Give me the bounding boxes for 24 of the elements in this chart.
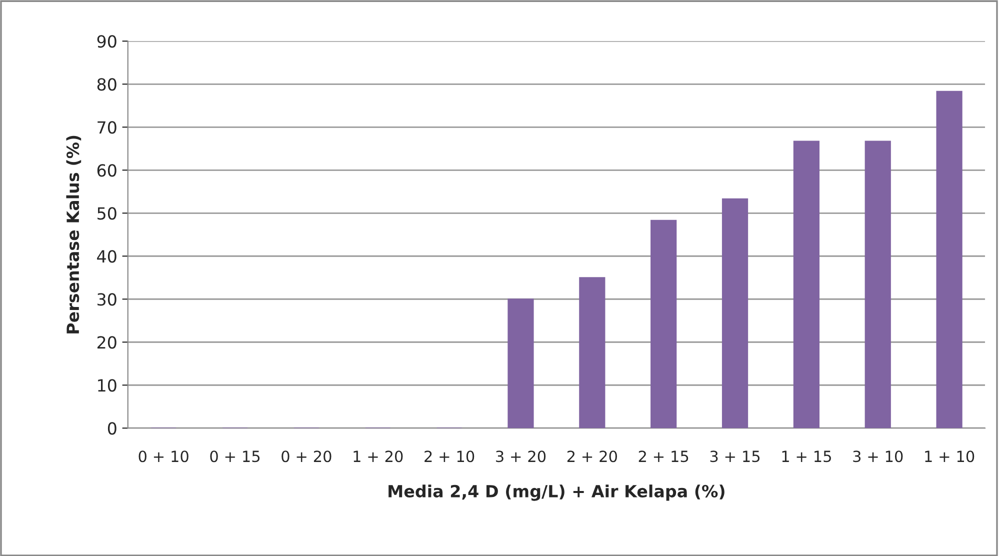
x-tick-label: 3 + 10 xyxy=(853,450,903,462)
x-tick-label: 3 + 15 xyxy=(710,450,760,462)
x-tick-label: 2 + 20 xyxy=(567,450,617,462)
y-tick-label: 90 xyxy=(97,35,116,48)
x-axis-title: Media 2,4 D (mg/L) + Air Kelapa (%) xyxy=(388,484,724,501)
x-tick-label: 1 + 15 xyxy=(782,450,831,462)
y-tick-label: 70 xyxy=(98,121,116,134)
y-tick-label: 40 xyxy=(97,250,116,263)
y-tick-label: 60 xyxy=(97,164,116,177)
y-tick-label: 20 xyxy=(97,336,116,349)
x-tick-label: 2 + 15 xyxy=(638,450,688,462)
y-tick-label: 10 xyxy=(98,379,116,392)
x-tick-label: 3 + 20 xyxy=(496,450,546,462)
y-axis-title: Persentase Kalus (%) xyxy=(66,136,82,334)
x-tick-label: 1 + 20 xyxy=(354,450,403,462)
x-tick-label: 1 + 10 xyxy=(925,450,974,462)
y-tick-label: 30 xyxy=(98,293,116,306)
y-tick-label: 0 xyxy=(108,422,116,435)
x-tick-label: 0 + 15 xyxy=(210,450,260,462)
x-tick-label: 2 + 10 xyxy=(424,450,474,462)
y-tick-label: 80 xyxy=(97,78,116,91)
x-tick-label: 0 + 10 xyxy=(138,450,188,462)
y-tick-label: 50 xyxy=(98,207,116,220)
x-tick-label: 0 + 20 xyxy=(282,450,332,462)
